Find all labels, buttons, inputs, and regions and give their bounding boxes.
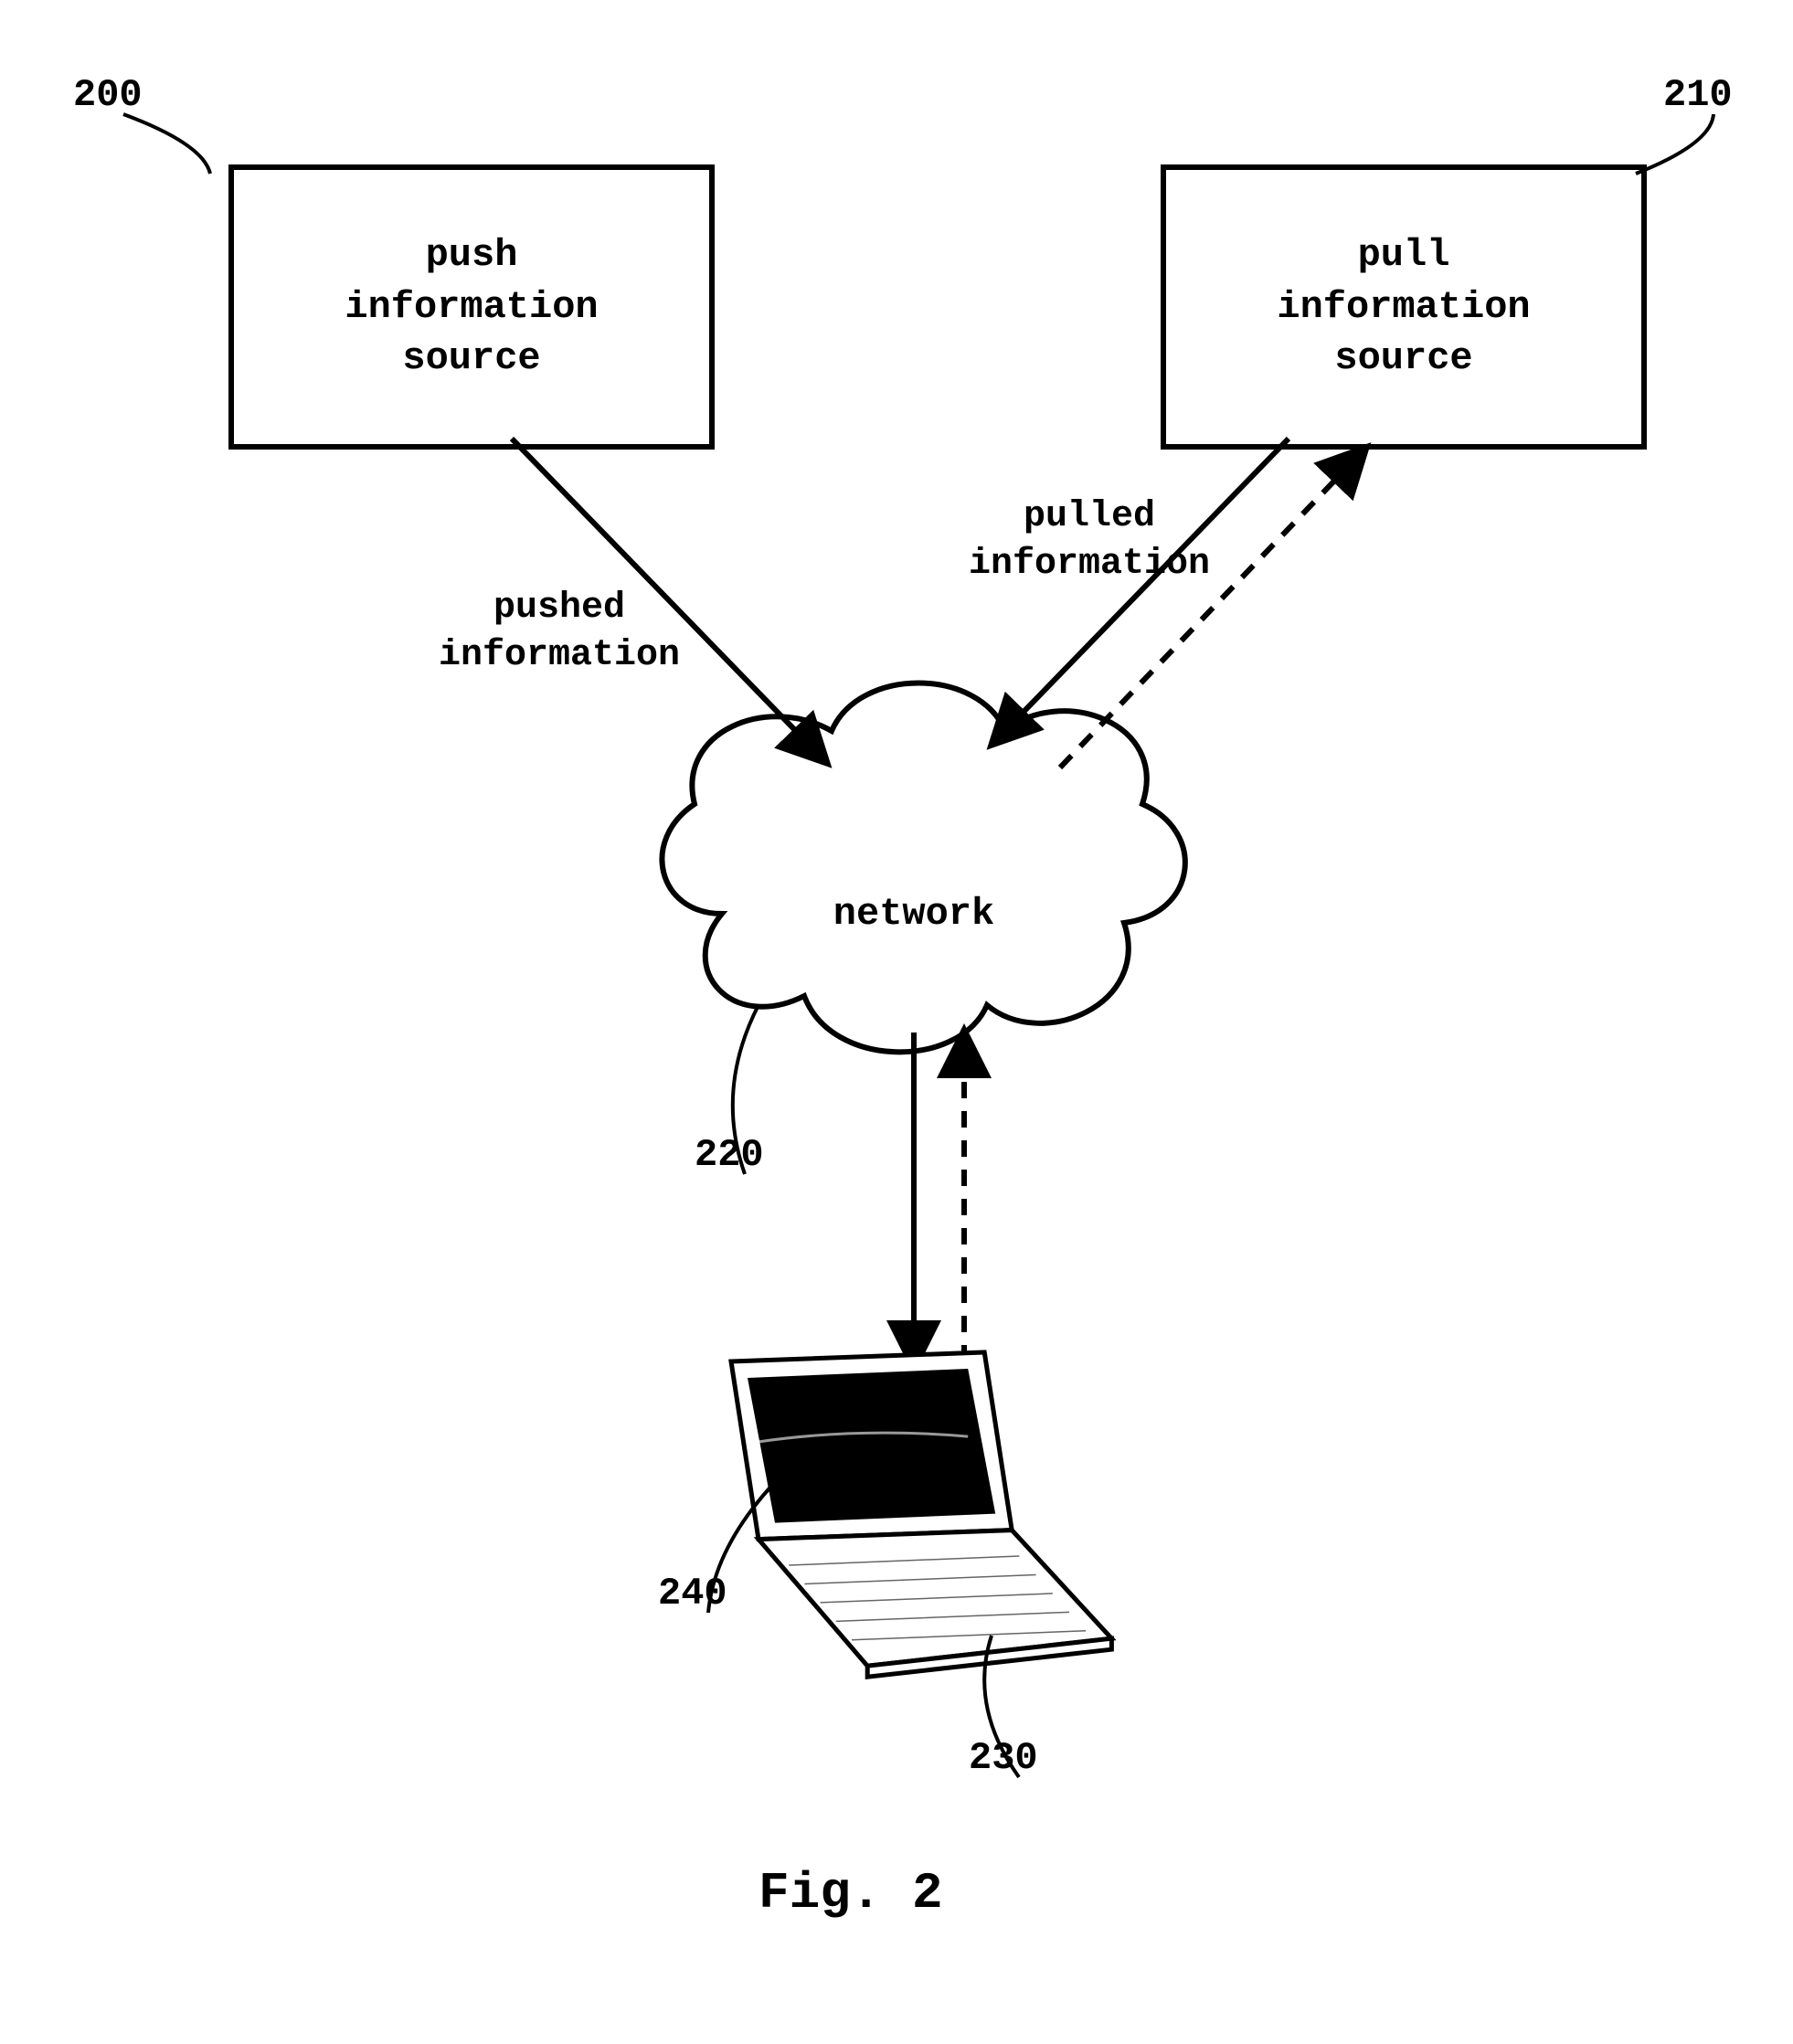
arrow-pull-to-cloud	[996, 439, 1289, 740]
ref-200: 200	[73, 73, 143, 117]
pushed-info-label: pushedinformation	[439, 585, 680, 680]
pulled-info-label: pulledinformation	[969, 493, 1210, 588]
ref-240: 240	[658, 1572, 727, 1615]
pull-source-box: pullinformationsource	[1161, 164, 1647, 450]
leader-200	[123, 114, 210, 174]
laptop-icon	[731, 1352, 1111, 1677]
network-cloud	[662, 683, 1184, 1053]
pull-source-label: pullinformationsource	[1277, 229, 1530, 385]
push-source-label: pushinformationsource	[345, 229, 598, 385]
figure-label: Fig. 2	[759, 1864, 943, 1922]
network-label: network	[833, 892, 994, 936]
leader-210	[1636, 114, 1713, 174]
ref-210: 210	[1663, 73, 1733, 117]
ref-220: 220	[695, 1133, 764, 1177]
push-source-box: pushinformationsource	[228, 164, 715, 450]
ref-230: 230	[969, 1736, 1038, 1780]
